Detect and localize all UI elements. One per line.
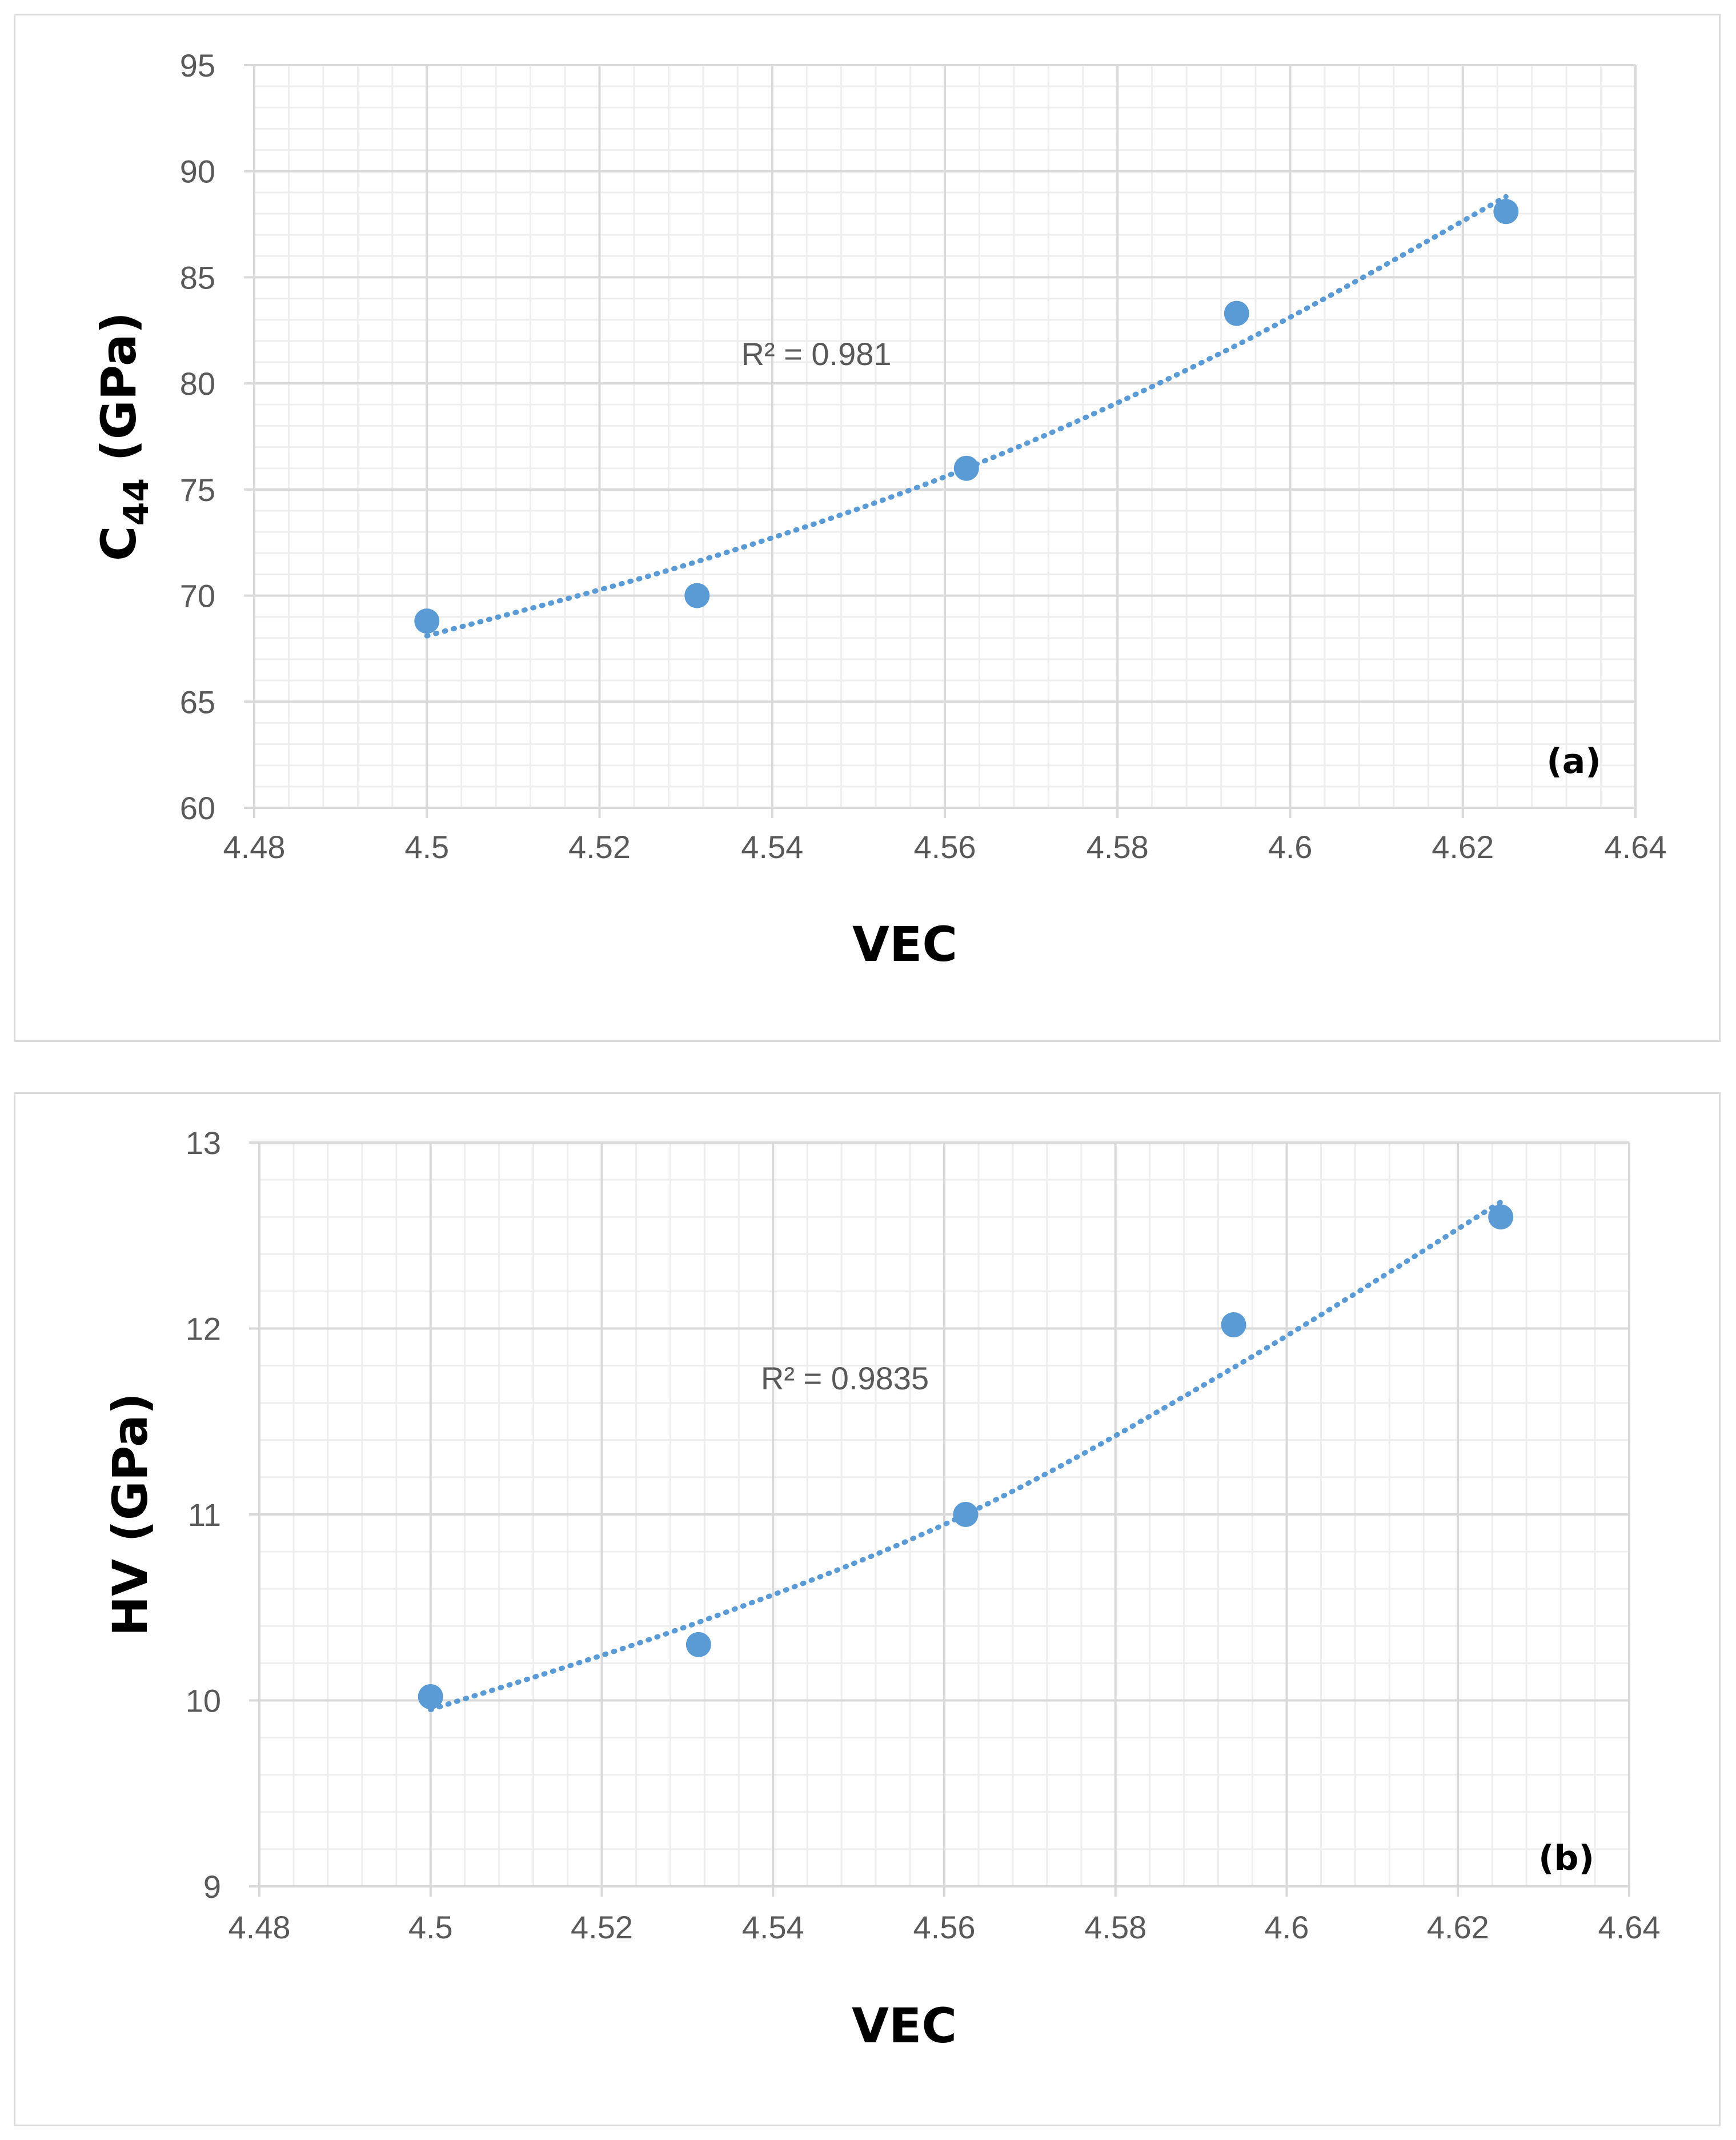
y-axis-title-unit: (GPa): [91, 312, 147, 478]
y-tick-label: 9: [203, 1869, 221, 1905]
chart-b-svg: 4.48 4.5 4.52 4.54 4.56 4.58 4.6 4.62 4.64 9 10 11 1…: [102, 1125, 1661, 2054]
x-tick-label: 4.52: [568, 829, 631, 865]
y-tick-label: 10: [186, 1683, 221, 1719]
data-point: [1221, 1312, 1246, 1337]
data-point: [953, 455, 979, 481]
x-tick-label: 4.56: [913, 1909, 976, 1945]
data-point: [414, 608, 440, 634]
r-squared-annotation: R² = 0.9835: [761, 1360, 929, 1396]
y-axis-title: C44 (GPa): [91, 312, 157, 561]
data-point: [1488, 1204, 1514, 1230]
y-tick-label: 12: [186, 1311, 221, 1347]
y-axis-title-main: C: [91, 526, 147, 561]
major-gridlines: [244, 64, 1637, 818]
x-tick-label: 4.5: [404, 829, 449, 865]
y-axis-title-subscript: 44: [117, 478, 157, 526]
y-tick-label: 70: [180, 578, 215, 614]
y-tick-label: 60: [180, 790, 215, 826]
data-point: [953, 1502, 979, 1527]
y-tick-label: 11: [188, 1497, 221, 1533]
data-point: [418, 1684, 443, 1709]
x-tick-label: 4.58: [1084, 1909, 1146, 1945]
x-tick-label: 4.5: [408, 1909, 453, 1945]
x-tick-label: 4.54: [742, 1909, 804, 1945]
trendline: [428, 1199, 1504, 1713]
x-tick-label: 4.52: [571, 1909, 633, 1945]
panel-label: (b): [1538, 1838, 1594, 1878]
x-tick-label: 4.48: [223, 829, 286, 865]
x-tick-label: 4.58: [1086, 829, 1149, 865]
data-point: [685, 1632, 711, 1657]
x-tick-label: 4.48: [228, 1909, 291, 1945]
chart-panel-a: 4.48 4.5 4.52 4.54 4.56 4.58 4.6 4.62 4.64 60 65 70…: [14, 14, 1721, 1042]
x-tick-label: 4.64: [1605, 829, 1667, 865]
x-axis-title: VEC: [852, 916, 957, 972]
x-tick-label: 4.62: [1427, 1909, 1489, 1945]
major-gridlines: [249, 1141, 1630, 1897]
chart-a-svg: 4.48 4.5 4.52 4.54 4.56 4.58 4.6 4.62 4.64 60 65 70…: [91, 47, 1667, 972]
y-tick-label: 75: [180, 472, 215, 508]
data-point: [684, 583, 710, 608]
x-tick-label: 4.54: [741, 829, 803, 865]
r-squared-annotation: R² = 0.981: [741, 336, 891, 372]
trendline: [424, 194, 1509, 639]
y-tick-label: 65: [180, 684, 215, 720]
chart-panel-b: 4.48 4.5 4.52 4.54 4.56 4.58 4.6 4.62 4.64 9 10 11 1…: [14, 1092, 1721, 2126]
x-tick-label: 4.56: [914, 829, 976, 865]
data-point: [1493, 199, 1519, 225]
x-tick-label: 4.62: [1432, 829, 1494, 865]
panel-label: (a): [1546, 742, 1601, 782]
y-tick-label: 95: [180, 47, 215, 83]
y-tick-label: 90: [180, 154, 215, 190]
y-axis-title: HV (GPa): [102, 1393, 158, 1636]
x-tick-label: 4.6: [1265, 1909, 1309, 1945]
x-tick-label: 4.64: [1598, 1909, 1661, 1945]
x-tick-label: 4.6: [1268, 829, 1313, 865]
y-tick-label: 13: [186, 1125, 221, 1161]
x-axis-title: VEC: [852, 1998, 957, 2054]
data-point: [1224, 300, 1249, 326]
y-tick-label: 85: [180, 259, 215, 295]
y-tick-label: 80: [180, 366, 215, 402]
